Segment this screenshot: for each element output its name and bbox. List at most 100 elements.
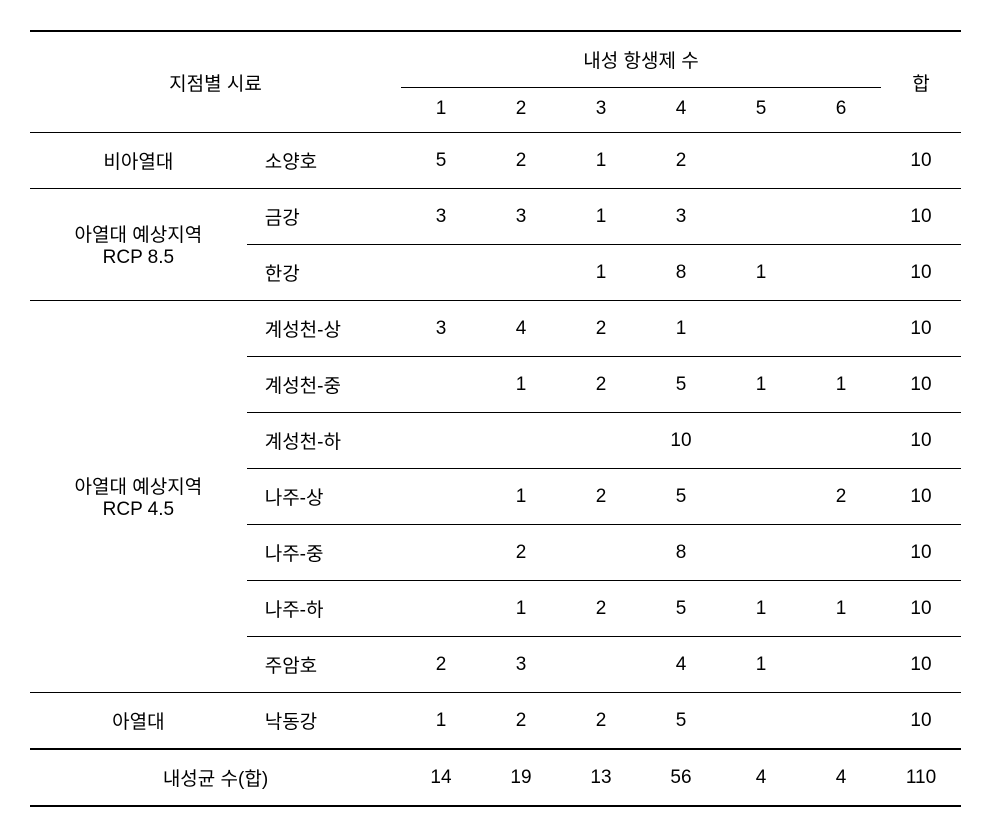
value-cell	[481, 413, 561, 469]
site-cell: 금강	[247, 189, 401, 245]
value-cell	[401, 245, 481, 301]
value-cell: 2	[401, 637, 481, 693]
value-cell	[561, 525, 641, 581]
value-cell: 8	[641, 245, 721, 301]
site-cell: 낙동강	[247, 693, 401, 750]
footer-total: 110	[881, 749, 961, 806]
total-cell: 10	[881, 693, 961, 750]
total-cell: 10	[881, 581, 961, 637]
site-cell: 주암호	[247, 637, 401, 693]
value-cell: 1	[721, 245, 801, 301]
region-cell: 아열대 예상지역 RCP 4.5	[30, 301, 247, 693]
value-cell: 1	[801, 581, 881, 637]
value-cell	[721, 413, 801, 469]
site-cell: 나주-상	[247, 469, 401, 525]
value-cell: 2	[801, 469, 881, 525]
value-cell	[401, 413, 481, 469]
value-cell	[401, 581, 481, 637]
footer-cell: 19	[481, 749, 561, 806]
value-cell	[401, 357, 481, 413]
site-cell: 계성천-상	[247, 301, 401, 357]
table-row: 아열대 예상지역 RCP 4.5 계성천-상 3 4 2 1 10	[30, 301, 961, 357]
value-cell: 2	[561, 357, 641, 413]
header-col-4: 4	[641, 88, 721, 133]
site-cell: 한강	[247, 245, 401, 301]
value-cell: 1	[721, 357, 801, 413]
value-cell: 3	[641, 189, 721, 245]
value-cell: 1	[721, 637, 801, 693]
value-cell	[721, 525, 801, 581]
value-cell	[801, 245, 881, 301]
value-cell	[801, 525, 881, 581]
value-cell: 1	[561, 133, 641, 189]
value-cell	[721, 469, 801, 525]
total-cell: 10	[881, 189, 961, 245]
region-cell: 비아열대	[30, 133, 247, 189]
value-cell: 1	[481, 581, 561, 637]
value-cell	[561, 413, 641, 469]
total-cell: 10	[881, 637, 961, 693]
value-cell: 2	[641, 133, 721, 189]
value-cell	[721, 693, 801, 750]
value-cell: 1	[561, 245, 641, 301]
value-cell	[801, 413, 881, 469]
table-row: 아열대 예상지역 RCP 8.5 금강 3 3 1 3 10	[30, 189, 961, 245]
value-cell: 5	[641, 469, 721, 525]
value-cell: 2	[481, 133, 561, 189]
value-cell: 1	[481, 469, 561, 525]
value-cell: 3	[481, 637, 561, 693]
header-col-2: 2	[481, 88, 561, 133]
footer-label: 내성균 수(합)	[30, 749, 401, 806]
value-cell: 5	[641, 581, 721, 637]
value-cell	[801, 189, 881, 245]
site-cell: 소양호	[247, 133, 401, 189]
value-cell	[721, 189, 801, 245]
header-region-sample: 지점별 시료	[30, 31, 401, 133]
total-cell: 10	[881, 133, 961, 189]
total-cell: 10	[881, 245, 961, 301]
value-cell: 1	[721, 581, 801, 637]
site-cell: 나주-하	[247, 581, 401, 637]
value-cell: 8	[641, 525, 721, 581]
value-cell: 10	[641, 413, 721, 469]
value-cell: 1	[561, 189, 641, 245]
value-cell: 2	[561, 301, 641, 357]
value-cell	[401, 525, 481, 581]
value-cell: 1	[481, 357, 561, 413]
region-line2: RCP 8.5	[103, 247, 174, 268]
region-line1: 아열대 예상지역	[75, 477, 203, 498]
footer-cell: 56	[641, 749, 721, 806]
value-cell	[721, 301, 801, 357]
data-table: 지점별 시료 내성 항생제 수 합 1 2 3 4 5 6 비아열대 소양호 5…	[30, 30, 961, 807]
site-cell: 나주-중	[247, 525, 401, 581]
value-cell: 1	[641, 301, 721, 357]
footer-cell: 14	[401, 749, 481, 806]
header-total: 합	[881, 31, 961, 133]
total-cell: 10	[881, 413, 961, 469]
table-row: 아열대 낙동강 1 2 2 5 10	[30, 693, 961, 750]
total-cell: 10	[881, 357, 961, 413]
footer-cell: 4	[801, 749, 881, 806]
value-cell	[801, 693, 881, 750]
value-cell: 5	[641, 357, 721, 413]
header-resistance-group: 내성 항생제 수	[401, 31, 881, 88]
footer-cell: 13	[561, 749, 641, 806]
value-cell	[481, 245, 561, 301]
header-col-1: 1	[401, 88, 481, 133]
value-cell: 2	[481, 693, 561, 750]
footer-row: 내성균 수(합) 14 19 13 56 4 4 110	[30, 749, 961, 806]
value-cell: 3	[481, 189, 561, 245]
value-cell: 3	[401, 301, 481, 357]
value-cell: 5	[641, 693, 721, 750]
value-cell: 2	[561, 693, 641, 750]
value-cell: 2	[481, 525, 561, 581]
value-cell	[801, 637, 881, 693]
value-cell	[801, 133, 881, 189]
value-cell: 5	[401, 133, 481, 189]
value-cell: 1	[801, 357, 881, 413]
value-cell	[721, 133, 801, 189]
value-cell: 3	[401, 189, 481, 245]
footer-cell: 4	[721, 749, 801, 806]
table-row: 비아열대 소양호 5 2 1 2 10	[30, 133, 961, 189]
value-cell: 2	[561, 469, 641, 525]
